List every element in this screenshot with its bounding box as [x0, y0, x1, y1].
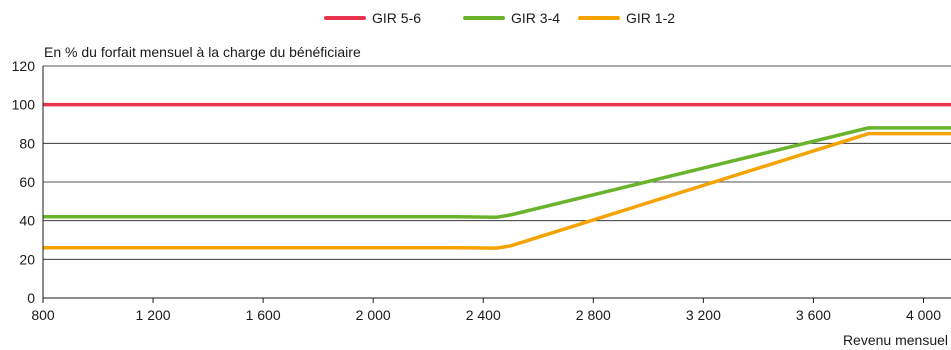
x-tick-label: 2 800 [576, 307, 611, 323]
y-axis-title: En % du forfait mensuel à la charge du b… [44, 44, 361, 60]
series-lines [43, 102, 951, 250]
y-tick-label: 120 [12, 58, 36, 74]
legend: GIR 5-6 GIR 3-4 GIR 1-2 [324, 10, 675, 26]
gridlines [43, 65, 951, 260]
x-tick-label: 4 000 [906, 307, 941, 323]
x-tick-label: 1 200 [136, 307, 171, 323]
x-axis-title: Revenu mensuel [843, 332, 948, 348]
y-tick-label: 60 [19, 174, 35, 190]
y-tick-label: 20 [19, 251, 35, 267]
series-line-gir-3-4 [43, 126, 951, 219]
x-tick-label: 800 [31, 307, 55, 323]
x-tick-label: 1 600 [246, 307, 281, 323]
y-tick-label: 0 [27, 290, 35, 306]
x-tick-label: 3 200 [686, 307, 721, 323]
y-axis-ticks: 0 20 40 60 80 100 120 [12, 58, 36, 306]
legend-label: GIR 3-4 [511, 10, 560, 26]
legend-label: GIR 1-2 [626, 10, 675, 26]
x-axis-ticks: 800 1 200 1 600 2 000 2 400 2 800 3 200 3 600 4 … [31, 298, 941, 323]
x-tick-label: 2 000 [356, 307, 391, 323]
y-tick-label: 100 [12, 97, 36, 113]
axes [42, 66, 951, 299]
legend-label: GIR 5-6 [372, 10, 421, 26]
y-tick-label: 40 [19, 213, 35, 229]
series-line-gir-1-2 [43, 131, 951, 250]
x-tick-label: 3 600 [796, 307, 831, 323]
x-tick-label: 2 400 [466, 307, 501, 323]
y-tick-label: 80 [19, 135, 35, 151]
